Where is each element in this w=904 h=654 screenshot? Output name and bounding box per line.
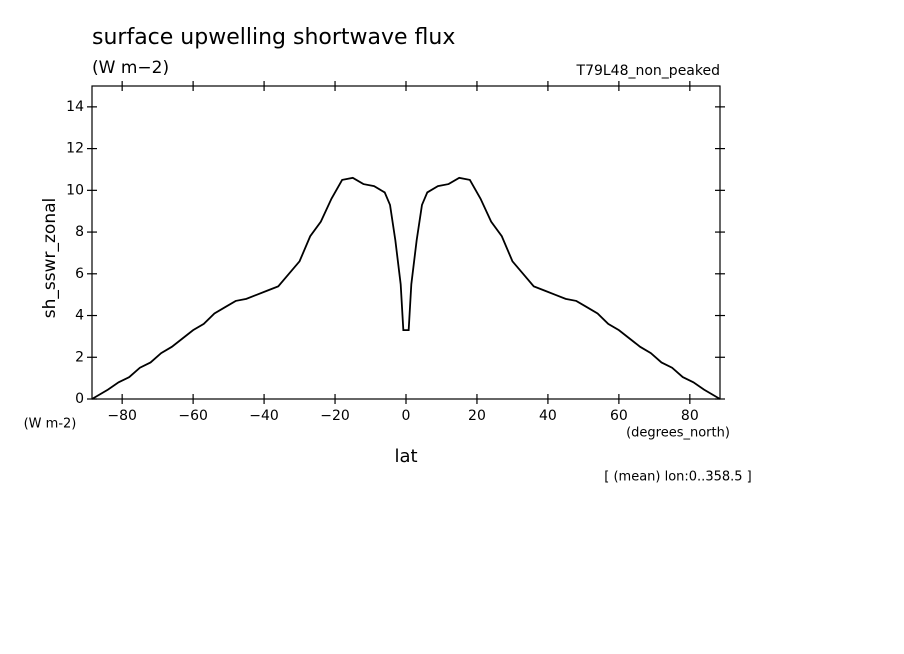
note: [ (mean) lon:0..358.5 ] — [604, 470, 752, 485]
y-tick-label: 2 — [75, 349, 84, 365]
x-units: (degrees_north) — [626, 426, 730, 441]
x-tick-label: −40 — [249, 408, 279, 424]
chart-title: surface upwelling shortwave flux — [92, 25, 455, 50]
y-axis-label: sh_sswr_zonal — [40, 198, 60, 318]
data-line — [91, 176, 721, 400]
x-tick-label: −60 — [178, 408, 208, 424]
y-tick-label: 0 — [75, 391, 84, 407]
y-tick-label: 14 — [66, 99, 84, 115]
y-units: (W m-2) — [24, 417, 77, 432]
x-tick-label: 80 — [681, 408, 699, 424]
y-tick-label: 6 — [75, 266, 84, 282]
y-tick-label: 12 — [66, 141, 84, 157]
chart-subtitle: (W m−2) — [92, 58, 169, 78]
x-tick-label: 60 — [610, 408, 628, 424]
y-tick-label: 10 — [66, 182, 84, 198]
x-tick-label: 20 — [468, 408, 486, 424]
x-tick-label: 0 — [402, 408, 411, 424]
y-tick-label: 4 — [75, 308, 84, 324]
y-tick-label: 8 — [75, 224, 84, 240]
x-tick-label: 40 — [539, 408, 557, 424]
x-axis-label: lat — [394, 446, 417, 467]
x-tick-label: −20 — [320, 408, 350, 424]
x-tick-label: −80 — [107, 408, 137, 424]
dataset-label: T79L48_non_peaked — [576, 63, 720, 79]
